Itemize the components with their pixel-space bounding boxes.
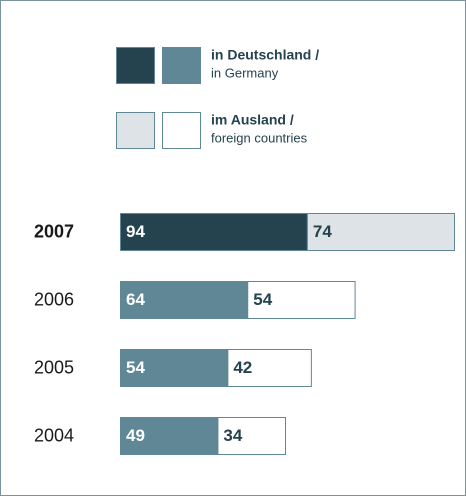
bar-segment	[120, 213, 308, 251]
legend-label: in Germany	[211, 65, 279, 80]
bar-segment	[120, 417, 219, 455]
value-label: 74	[313, 222, 332, 241]
legend-swatch	[116, 112, 155, 149]
legend-label: in Deutschland /	[211, 47, 319, 63]
value-label: 54	[253, 290, 272, 309]
value-label: 49	[126, 426, 145, 445]
legend-swatch	[116, 47, 155, 84]
category-label: 2007	[34, 221, 74, 241]
bar-segment	[217, 417, 287, 455]
legend-swatch	[162, 47, 201, 84]
bar-segment	[120, 349, 229, 387]
value-label: 54	[126, 358, 145, 377]
category-label: 2006	[34, 289, 74, 309]
bar-segment	[120, 281, 249, 319]
legend-swatch	[162, 112, 201, 149]
bar-segment	[247, 281, 356, 319]
category-label: 2004	[34, 425, 74, 445]
value-label: 94	[126, 222, 145, 241]
value-label: 42	[233, 358, 252, 377]
value-label: 34	[223, 426, 242, 445]
legend-label: im Ausland /	[211, 112, 294, 128]
bar-segment	[227, 349, 312, 387]
category-label: 2005	[34, 357, 74, 377]
value-label: 64	[126, 290, 145, 309]
bar-segment	[306, 213, 455, 251]
legend-label: foreign countries	[211, 130, 308, 145]
